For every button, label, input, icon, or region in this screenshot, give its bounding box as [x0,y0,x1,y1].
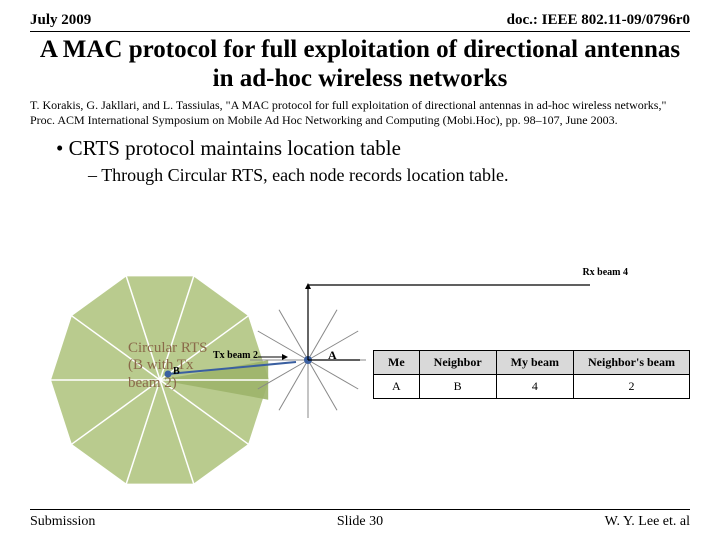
header-date: July 2009 [30,12,91,29]
th-neighbor-beam: Neighbor's beam [574,351,690,375]
rx-beam-label: Rx beam 4 [582,267,628,278]
citation-text: T. Korakis, G. Jakllari, and L. Tassiula… [30,98,690,128]
table-header-row: Me Neighbor My beam Neighbor's beam [374,351,690,375]
circular-rts-label: Circular RTS (B with Tx beam 2) [128,340,208,392]
table-row: A B 4 2 [374,375,690,399]
td-neighbor-beam: 2 [574,375,690,399]
th-me: Me [374,351,420,375]
header-rule [30,31,690,32]
footer-row: Submission Slide 30 W. Y. Lee et. al [30,514,690,530]
footer-rule [30,509,690,510]
th-neighbor: Neighbor [419,351,496,375]
node-a-label: A [328,348,337,363]
footer-right: W. Y. Lee et. al [605,514,690,530]
bullet-l1-text: CRTS protocol maintains location table [69,136,401,160]
td-me: A [374,375,420,399]
slide-title: A MAC protocol for full exploitation of … [30,36,690,94]
footer-left: Submission [30,514,95,530]
location-table: Me Neighbor My beam Neighbor's beam A B … [373,350,690,399]
th-my-beam: My beam [496,351,573,375]
td-my-beam: 4 [496,375,573,399]
header-doc-id: doc.: IEEE 802.11-09/0796r0 [507,12,690,29]
bullet-l2-text: Through Circular RTS, each node records … [101,165,508,185]
tx-beam-label: Tx beam 2 [213,350,258,361]
node-b-label: B [173,366,180,377]
footer-center: Slide 30 [337,514,383,530]
bullet-level-2: – Through Circular RTS, each node record… [88,165,690,186]
diagram-area: Rx beam 4 Tx beam 2 Circular RTS (B with… [30,245,690,490]
td-neighbor: B [419,375,496,399]
bullet-level-1: • CRTS protocol maintains location table [56,136,690,161]
